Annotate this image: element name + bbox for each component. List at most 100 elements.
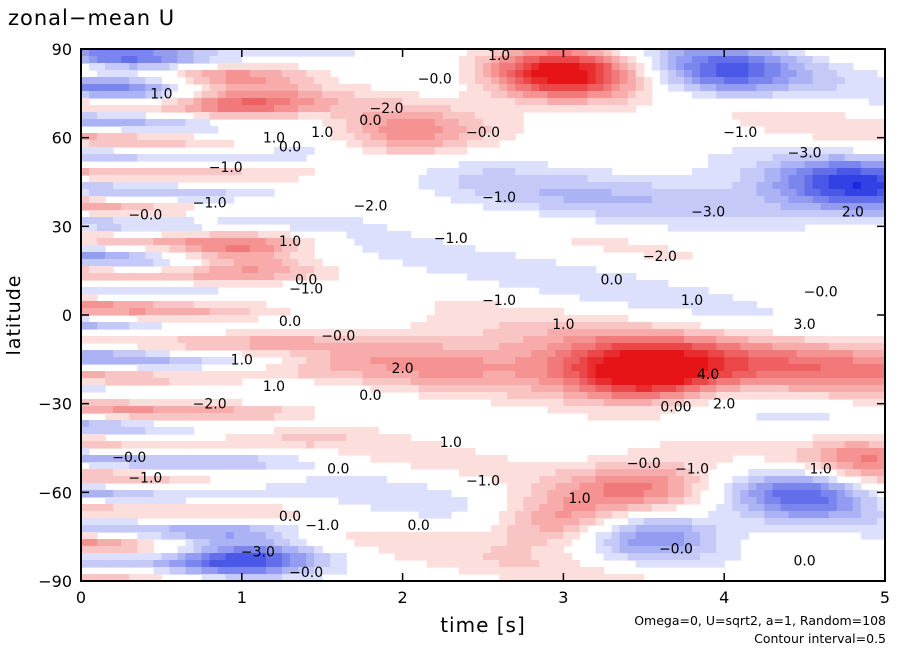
contour-cell — [724, 77, 733, 85]
contour-cell — [491, 385, 500, 393]
contour-cell — [362, 105, 372, 113]
contour-cell — [346, 448, 355, 456]
contour-cell — [627, 518, 637, 526]
contour-cell — [651, 532, 661, 540]
contour-cell — [225, 266, 235, 274]
contour-cell — [273, 406, 283, 414]
contour-cell — [828, 476, 838, 484]
contour-cell — [515, 350, 524, 358]
contour-cell — [635, 399, 645, 407]
contour-cell — [257, 252, 267, 260]
contour-cell — [732, 189, 741, 197]
contour-cell — [241, 301, 251, 309]
contour-cell — [780, 210, 790, 218]
contour-cell — [675, 203, 685, 211]
contour-cell — [876, 182, 885, 190]
contour-cell — [241, 112, 251, 120]
contour-cell — [571, 84, 581, 92]
contour-cell — [282, 49, 291, 57]
contour-cell — [804, 63, 814, 71]
contour-cell — [442, 168, 452, 176]
contour-cell — [499, 574, 508, 581]
contour-cell — [193, 112, 203, 120]
contour-cell — [595, 322, 605, 330]
contour-cell — [225, 336, 235, 344]
contour-cell — [81, 84, 90, 92]
contour-cell — [410, 553, 420, 561]
contour-cell — [515, 70, 524, 78]
contour-cell — [81, 385, 90, 393]
contour-cell — [314, 266, 323, 274]
contour-cell — [772, 448, 782, 456]
contour-cell — [555, 385, 564, 393]
contour-cell — [595, 217, 605, 225]
contour-cell — [563, 189, 573, 197]
contour-cell — [330, 434, 339, 442]
contour-cell — [507, 462, 516, 470]
contour-cell — [836, 518, 846, 526]
contour-cell — [603, 91, 613, 99]
contour-cell — [193, 126, 203, 134]
contour-cell — [97, 539, 106, 547]
contour-cell — [442, 392, 452, 400]
contour-cell — [137, 413, 146, 421]
contour-cell — [97, 84, 106, 92]
contour-cell — [434, 350, 444, 358]
contour-cell — [651, 560, 661, 568]
contour-cell — [844, 168, 854, 176]
contour-cell — [876, 385, 885, 393]
contour-cell — [458, 336, 468, 344]
contour-cell — [611, 315, 621, 323]
contour-cell — [812, 518, 822, 526]
contour-cell — [820, 63, 830, 71]
contour-cell — [539, 329, 548, 337]
contour-cell — [338, 567, 347, 575]
contour-cell — [563, 406, 573, 414]
contour-cell — [282, 259, 291, 267]
contour-cell — [89, 112, 98, 120]
contour-cell — [643, 399, 653, 407]
contour-cell — [282, 154, 291, 162]
contour-cell — [153, 140, 162, 148]
contour-cell — [442, 252, 452, 260]
contour-cell — [619, 546, 629, 554]
contour-cell — [531, 504, 540, 512]
contour-cell — [531, 84, 540, 92]
contour-cell — [780, 364, 790, 372]
contour-cell — [491, 98, 500, 106]
contour-cell — [129, 259, 138, 267]
contour-cell — [273, 490, 283, 498]
contour-cell — [298, 329, 307, 337]
contour-cell — [515, 112, 524, 120]
contour-cell — [740, 336, 749, 344]
contour-cell — [225, 112, 235, 120]
contour-cell — [571, 511, 581, 519]
contour-cell — [81, 189, 90, 197]
contour-cell — [354, 217, 363, 225]
contour-cell — [81, 448, 90, 456]
contour-cell — [595, 343, 605, 351]
contour-cell — [273, 245, 283, 253]
contour-cell — [483, 350, 492, 358]
contour-cell — [547, 350, 556, 358]
contour-cell — [362, 133, 372, 141]
contour-cell — [820, 217, 830, 225]
contour-cell — [627, 504, 637, 512]
contour-cell — [129, 406, 138, 414]
contour-cell — [129, 504, 138, 512]
contour-cell — [579, 525, 589, 533]
contour-cell — [233, 308, 243, 316]
contour-cell — [290, 364, 299, 372]
contour-cell — [298, 490, 307, 498]
contour-cell — [105, 427, 114, 435]
contour-cell — [659, 280, 669, 288]
contour-cell — [121, 546, 130, 554]
contour-cell — [603, 483, 613, 491]
contour-cell — [684, 336, 693, 344]
contour-cell — [667, 504, 677, 512]
contour-cell — [314, 476, 323, 484]
contour-cell — [193, 378, 203, 386]
contour-cell — [804, 518, 814, 526]
contour-cell — [402, 441, 412, 449]
contour-cell — [121, 77, 130, 85]
